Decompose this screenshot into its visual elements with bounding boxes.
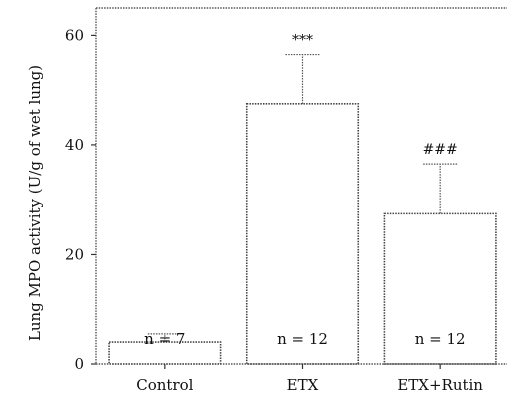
y-tick-label-3: 60 bbox=[65, 26, 84, 44]
significance-label-1: *** bbox=[292, 33, 313, 49]
n-label-1: n = 12 bbox=[277, 330, 328, 348]
y-tick-label-2: 40 bbox=[65, 136, 84, 154]
bars-layer bbox=[108, 53, 497, 365]
labels-layer: 0 20 40 60 Control n = 7 ETX n = 12 *** ETX+Rutin… bbox=[65, 26, 483, 394]
y-tick-label-0: 0 bbox=[74, 355, 84, 373]
x-tick-label-1: ETX bbox=[287, 376, 319, 394]
x-tick-label-0: Control bbox=[136, 376, 193, 394]
significance-label-2: ### bbox=[423, 142, 458, 158]
y-axis-title: Lung MPO activity (U/g of wet lung) bbox=[26, 65, 44, 341]
bar-2 bbox=[383, 212, 497, 365]
x-tick-label-2: ETX+Rutin bbox=[397, 376, 483, 394]
n-label-2: n = 12 bbox=[415, 330, 466, 348]
bar-1 bbox=[245, 103, 360, 365]
y-tick-label-1: 20 bbox=[65, 245, 84, 263]
n-label-0: n = 7 bbox=[144, 330, 185, 348]
axes-layer bbox=[91, 7, 507, 369]
